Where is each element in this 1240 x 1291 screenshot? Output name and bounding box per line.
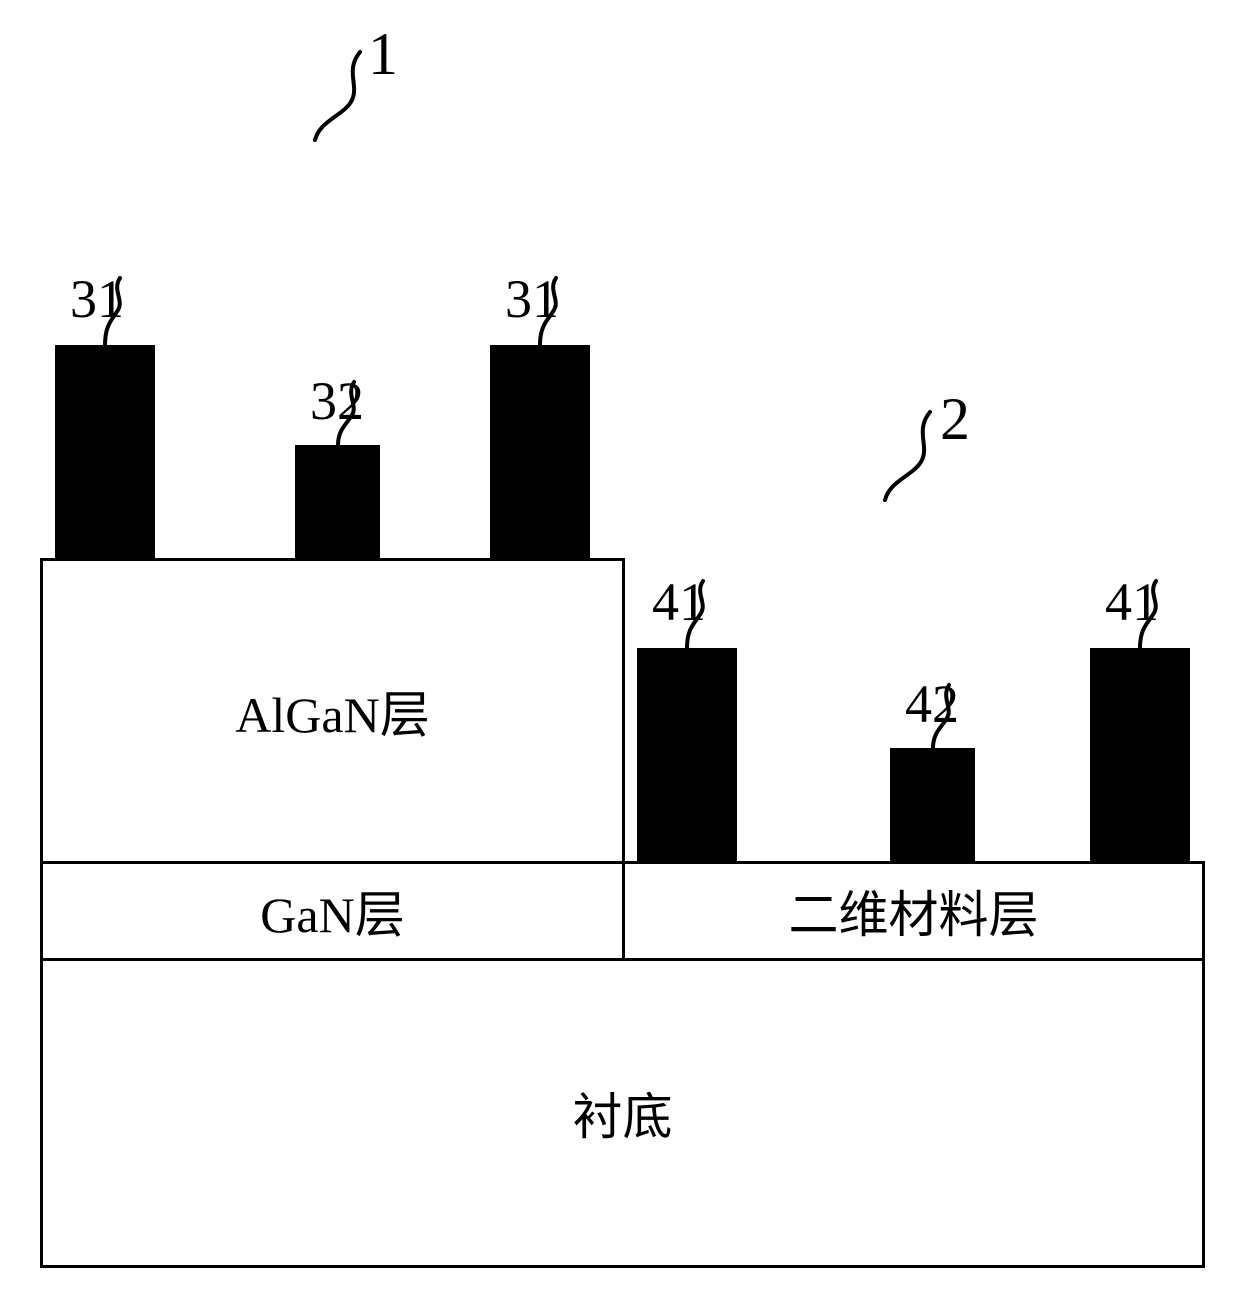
electrode-42 xyxy=(890,748,975,861)
two-d-material-layer: 二维材料层 xyxy=(622,861,1205,961)
label-41-right: 41 xyxy=(1105,571,1159,633)
electrode-31-left xyxy=(55,345,155,558)
callout-1: 1 xyxy=(368,20,398,89)
electrode-31-right xyxy=(490,345,590,558)
callout-2: 2 xyxy=(940,385,970,454)
electrode-32 xyxy=(295,445,380,558)
substrate-label: 衬底 xyxy=(573,1077,673,1149)
two-d-material-label: 二维材料层 xyxy=(789,875,1039,947)
label-31-right: 31 xyxy=(505,268,559,330)
algan-label: AlGaN层 xyxy=(235,675,429,747)
electrode-41-left xyxy=(637,648,737,861)
algan-layer: AlGaN层 xyxy=(40,558,625,864)
label-42: 42 xyxy=(905,673,959,735)
gan-label: GaN层 xyxy=(260,875,404,947)
electrode-41-right xyxy=(1090,648,1190,861)
label-41-left: 41 xyxy=(652,571,706,633)
diagram-stage: 衬底 GaN层 二维材料层 AlGaN层 31 31 32 41 41 42 1… xyxy=(0,0,1240,1291)
label-32: 32 xyxy=(310,370,364,432)
label-31-left: 31 xyxy=(70,268,124,330)
gan-layer: GaN层 xyxy=(40,861,625,961)
substrate-layer: 衬底 xyxy=(40,958,1205,1268)
